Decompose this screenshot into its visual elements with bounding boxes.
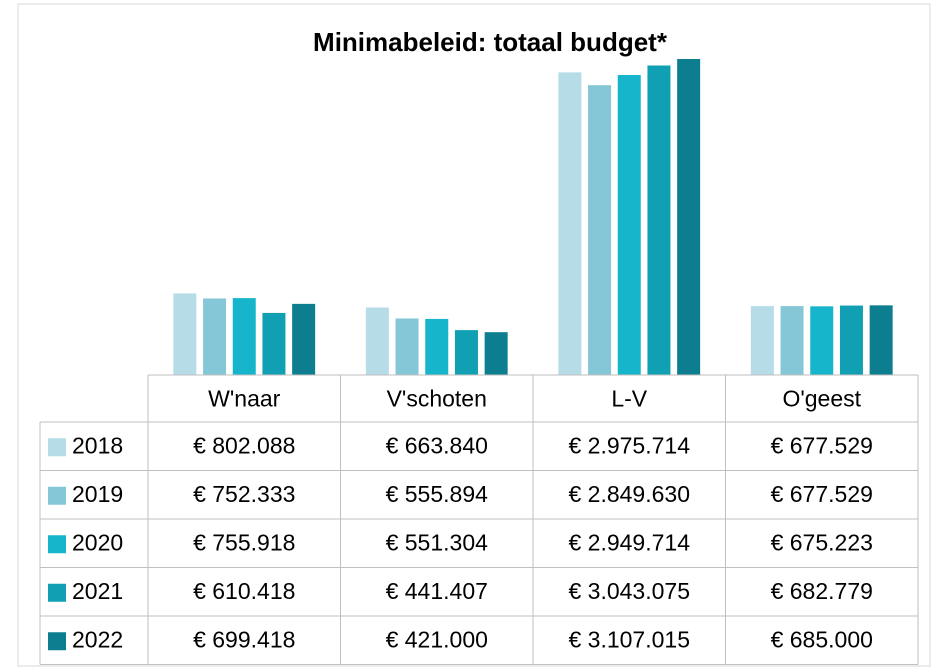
table-value: € 699.418 xyxy=(193,626,295,652)
bar xyxy=(365,307,389,375)
table-value: € 421.000 xyxy=(386,626,488,652)
bar xyxy=(558,72,582,376)
table-value: € 677.529 xyxy=(771,432,873,458)
bar xyxy=(780,306,804,375)
table-value: € 685.000 xyxy=(771,626,873,652)
table-value: € 441.407 xyxy=(386,578,488,604)
table-value: € 551.304 xyxy=(386,529,489,555)
table-value: € 3.043.075 xyxy=(568,578,690,604)
bar xyxy=(425,318,449,375)
table-value: € 555.894 xyxy=(386,481,489,507)
category-label: W'naar xyxy=(208,386,280,412)
category-label: O'geest xyxy=(782,386,861,412)
legend-label: 2020 xyxy=(72,529,123,555)
table-value: € 2.975.714 xyxy=(568,432,690,458)
legend-swatch xyxy=(48,583,66,602)
table-value: € 663.840 xyxy=(386,432,488,458)
table-value: € 802.088 xyxy=(193,432,295,458)
bar xyxy=(750,306,774,375)
table-value: € 682.779 xyxy=(771,578,873,604)
bar xyxy=(588,85,612,375)
legend-swatch xyxy=(48,535,66,554)
chart-title: Minimabeleid: totaal budget* xyxy=(313,27,668,57)
legend-label: 2022 xyxy=(72,626,123,652)
bar xyxy=(292,303,316,375)
table-value: € 752.333 xyxy=(193,481,295,507)
bar xyxy=(869,305,893,375)
table-value: € 677.529 xyxy=(771,481,873,507)
table-value: € 610.418 xyxy=(193,578,295,604)
table-value: € 755.918 xyxy=(193,529,295,555)
legend-swatch xyxy=(48,438,66,457)
table-value: € 675.223 xyxy=(771,529,873,555)
table-value: € 2.849.630 xyxy=(568,481,690,507)
legend-label: 2018 xyxy=(72,432,123,458)
bar xyxy=(617,74,641,375)
bar xyxy=(232,298,256,375)
bar xyxy=(810,306,834,375)
category-label: L-V xyxy=(611,386,647,412)
bar xyxy=(262,312,286,375)
legend-label: 2021 xyxy=(72,578,123,604)
category-label: V'schoten xyxy=(387,386,487,412)
bar xyxy=(677,59,701,375)
bar xyxy=(839,305,863,375)
legend-swatch xyxy=(48,632,66,651)
bar xyxy=(203,298,227,375)
table-value: € 2.949.714 xyxy=(568,529,690,555)
bar xyxy=(647,65,671,375)
legend-label: 2019 xyxy=(72,481,123,507)
bar xyxy=(454,330,478,375)
table-value: € 3.107.015 xyxy=(568,626,690,652)
bar xyxy=(484,332,508,375)
bar xyxy=(173,293,197,375)
bar xyxy=(395,318,419,375)
legend-swatch xyxy=(48,486,66,505)
